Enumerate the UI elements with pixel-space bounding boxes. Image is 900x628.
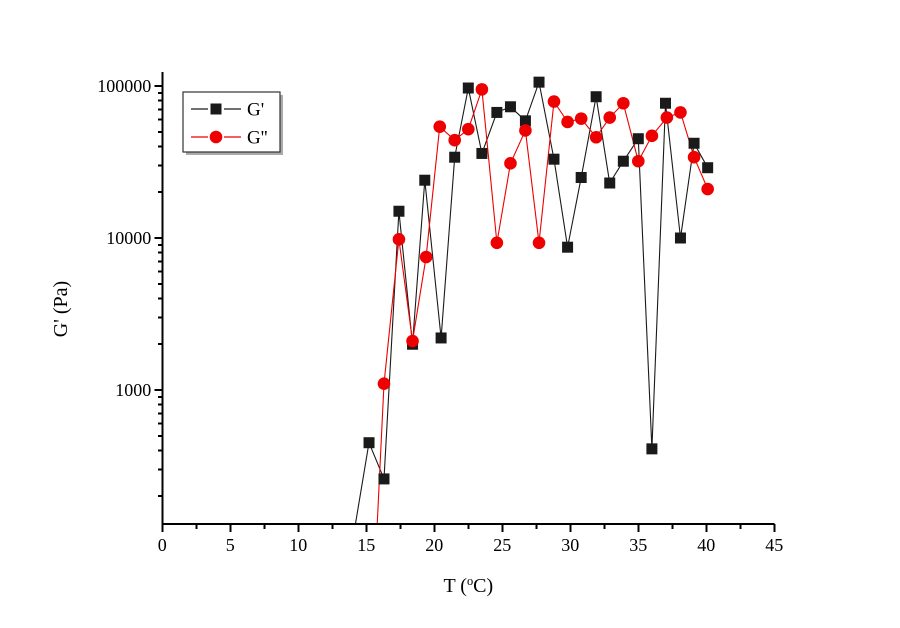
- x-axis-ticks: [161, 524, 776, 532]
- x-tick-label: 15: [357, 535, 375, 555]
- gdprime-point: [406, 334, 419, 348]
- legend-entry-gdprime: G'': [191, 128, 268, 149]
- x-tick-label: 35: [629, 535, 647, 555]
- gprime-point: [702, 162, 714, 174]
- axis-titles: T (oC) G' (Pa): [50, 281, 493, 597]
- gdprime-point: [632, 154, 645, 168]
- gdprime-point: [660, 111, 674, 124]
- gdprime-point: [462, 122, 475, 136]
- gdprime-markers: [377, 83, 714, 391]
- gdprime-point: [448, 133, 462, 147]
- gdprime-point: [589, 130, 603, 144]
- gprime-point: [419, 174, 431, 186]
- x-tick-label: 10: [289, 535, 307, 555]
- x-tick-label: 25: [493, 535, 511, 555]
- gprime-point: [562, 241, 574, 253]
- gdprime-point: [687, 150, 701, 164]
- gdprime-point: [574, 112, 588, 125]
- gprime-point: [575, 172, 587, 184]
- y-axis-title: G' (Pa): [50, 281, 72, 337]
- gprime-point: [688, 137, 700, 149]
- gprime-markers: [363, 76, 714, 485]
- gprime-point: [674, 232, 686, 244]
- x-axis-title: T (oC): [443, 574, 493, 597]
- x-tick-labels: 0 5 10 15 20 25 30 35 40 45: [158, 535, 783, 555]
- y-tick-label: 1000: [115, 380, 151, 400]
- gprime-point: [660, 97, 671, 109]
- gdprime-point: [504, 157, 517, 170]
- gdprime-point: [645, 129, 659, 143]
- x-tick-label: 0: [158, 535, 167, 555]
- x-tick-label: 40: [697, 535, 715, 555]
- gprime-point: [435, 332, 447, 344]
- gdprime-point: [490, 236, 504, 250]
- y-tick-label: 10000: [106, 228, 151, 248]
- gdprime-point: [561, 115, 574, 129]
- x-tick-label: 45: [765, 535, 783, 555]
- gdprime-series: [376, 89, 709, 524]
- gdprime-point: [603, 111, 617, 124]
- x-tick-label: 20: [425, 535, 443, 555]
- gprime-line: [354, 80, 709, 524]
- series-layer: [354, 76, 714, 524]
- gprime-series: [354, 80, 709, 524]
- gprime-point: [476, 147, 488, 159]
- gdprime-point: [392, 233, 406, 246]
- gprime-point: [519, 115, 531, 127]
- gprime-point: [491, 106, 503, 118]
- gdprime-line: [376, 89, 709, 524]
- gprime-point: [646, 443, 658, 455]
- y-axis-ticks: [154, 85, 163, 498]
- y-tick-labels: 1000 10000 100000: [97, 76, 151, 400]
- gdprime-point: [701, 182, 714, 196]
- gprime-point: [462, 82, 474, 94]
- gprime-point: [449, 151, 461, 163]
- gprime-point: [504, 101, 516, 113]
- x-tick-label: 30: [561, 535, 579, 555]
- gprime-point: [548, 153, 560, 165]
- gprime-point: [604, 177, 616, 189]
- gprime-point: [590, 91, 602, 103]
- gprime-point: [632, 133, 644, 145]
- x-tick-label: 5: [226, 535, 235, 555]
- gdprime-point: [519, 124, 532, 137]
- gdprime-point: [377, 377, 391, 391]
- legend-box: [182, 91, 281, 153]
- axes: [154, 72, 776, 532]
- gdprime-point: [419, 250, 433, 264]
- gprime-point: [617, 155, 629, 167]
- legend-label: G': [247, 100, 264, 121]
- gdprime-point: [617, 96, 630, 110]
- legend-circle-marker: [209, 130, 223, 144]
- gdprime-point: [532, 236, 546, 250]
- legend-label: G'': [247, 128, 268, 149]
- gdprime-point: [674, 106, 687, 119]
- gdprime-point: [475, 83, 489, 96]
- legend-entry-gprime: G': [191, 100, 264, 121]
- gdprime-point: [547, 95, 561, 108]
- legend: G' G'': [182, 91, 283, 155]
- gprime-point: [378, 473, 390, 485]
- y-tick-label: 100000: [97, 76, 151, 96]
- gprime-point: [363, 437, 375, 449]
- legend-square-marker: [210, 103, 222, 115]
- gdprime-point: [433, 120, 447, 133]
- gprime-point: [533, 76, 545, 88]
- gprime-point: [393, 205, 405, 217]
